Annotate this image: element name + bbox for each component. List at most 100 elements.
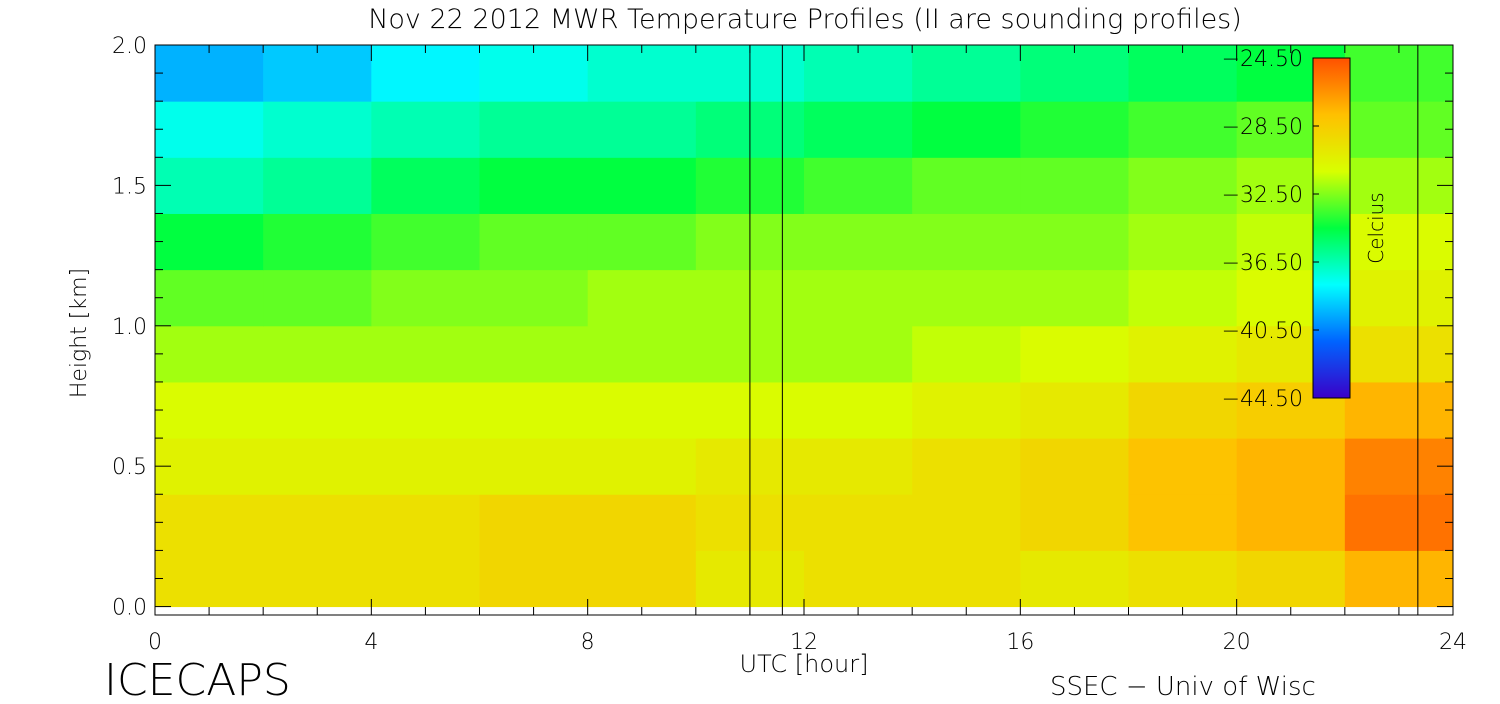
heat-cell	[912, 45, 1021, 102]
x-tick-label: 12	[790, 630, 818, 655]
heat-cell	[804, 101, 913, 158]
heat-cell	[912, 269, 1021, 327]
heat-cell	[155, 45, 264, 102]
heat-cell	[155, 157, 264, 214]
heat-cell	[1344, 438, 1454, 495]
heat-cell	[479, 438, 589, 495]
heat-cell	[1128, 157, 1238, 214]
colorbar-tick-label: −44.50	[1222, 387, 1303, 412]
y-tick-label: 2.0	[112, 34, 147, 59]
heat-cell	[804, 438, 913, 495]
heat-cell	[1128, 101, 1238, 158]
heat-cell	[1128, 381, 1238, 439]
heat-cell	[587, 325, 697, 383]
heat-cell	[1020, 381, 1129, 439]
heat-cell	[804, 325, 913, 383]
heat-cell	[263, 494, 372, 551]
heat-cell	[479, 494, 589, 551]
heat-cell	[1020, 269, 1129, 327]
colorbar-tick-label: −32.50	[1222, 183, 1303, 208]
heat-cell	[912, 381, 1021, 439]
heat-cell	[1128, 45, 1238, 102]
heat-cell	[1020, 45, 1129, 102]
heat-cell	[371, 213, 480, 271]
heat-cell	[479, 381, 589, 439]
heat-cell	[263, 269, 372, 327]
x-tick-label: 4	[364, 630, 378, 655]
y-tick-label: 0.0	[112, 596, 147, 621]
heat-cell	[1344, 550, 1454, 608]
heat-cell	[912, 101, 1021, 158]
heat-cell	[1344, 213, 1454, 271]
heat-cell	[1020, 101, 1129, 158]
heat-cell	[371, 494, 480, 551]
heat-cell	[912, 550, 1021, 608]
heat-cell	[587, 381, 697, 439]
colorbar-tick-label: −28.50	[1222, 115, 1303, 140]
colorbar-tick-label: −24.50	[1222, 47, 1303, 72]
heat-cell	[1020, 213, 1129, 271]
heat-cell	[587, 494, 697, 551]
heat-cell	[804, 494, 913, 551]
heat-cell	[1128, 213, 1238, 271]
heat-cell	[155, 381, 264, 439]
heat-cell	[263, 101, 372, 158]
heat-cell	[587, 45, 697, 102]
heat-cell	[155, 101, 264, 158]
heat-cell	[479, 157, 589, 214]
heat-cell	[263, 157, 372, 214]
heat-cell	[1020, 494, 1129, 551]
heat-cell	[1344, 325, 1454, 383]
heat-cell	[371, 438, 480, 495]
heat-cell	[479, 325, 589, 383]
heat-cell	[587, 438, 697, 495]
heat-cell	[1344, 157, 1454, 214]
heat-cell	[479, 213, 589, 271]
heat-cell	[263, 550, 372, 608]
colorbar	[1312, 57, 1351, 399]
y-tick-label: 0.5	[112, 455, 147, 480]
heat-cell	[804, 45, 913, 102]
x-tick-label: 16	[1006, 630, 1034, 655]
x-tick-label: 20	[1223, 630, 1251, 655]
heat-cell	[155, 325, 264, 383]
heat-cell	[587, 157, 697, 214]
y-tick-label: 1.0	[112, 315, 147, 340]
heat-cell	[587, 550, 697, 608]
heat-cell	[1128, 325, 1238, 383]
heat-cell	[371, 45, 480, 102]
heat-cell	[479, 101, 589, 158]
heat-cell	[1344, 494, 1454, 551]
heat-cell	[1128, 494, 1238, 551]
heat-cell	[1020, 157, 1129, 214]
heat-cell	[804, 157, 913, 214]
colorbar-label: Celcius	[1364, 192, 1388, 263]
heat-cell	[263, 45, 372, 102]
heat-cell	[804, 213, 913, 271]
heat-cell	[155, 438, 264, 495]
heat-cell	[1020, 550, 1129, 608]
heat-cell	[1236, 550, 1346, 608]
heat-cell	[1344, 45, 1454, 102]
heat-cell	[587, 213, 697, 271]
footer-left: ICECAPS	[104, 655, 291, 700]
heat-cell	[912, 325, 1021, 383]
chart-title: Nov 22 2012 MWR Temperature Profiles (II…	[368, 4, 1242, 35]
heat-cell	[155, 269, 264, 327]
heat-cell	[371, 381, 480, 439]
heat-cell	[371, 101, 480, 158]
heat-cell	[804, 381, 913, 439]
heat-cell	[263, 381, 372, 439]
heat-cell	[1020, 438, 1129, 495]
heat-cell	[155, 550, 264, 608]
y-tick-label: 1.5	[112, 174, 147, 199]
heat-cell	[371, 325, 480, 383]
heat-cell	[587, 101, 697, 158]
heat-cell	[912, 494, 1021, 551]
heat-cell	[1020, 325, 1129, 383]
heat-cell	[1236, 494, 1346, 551]
heat-cell	[479, 45, 589, 102]
heat-cell	[1236, 438, 1346, 495]
heat-cell	[804, 550, 913, 608]
heat-cell	[155, 213, 264, 271]
